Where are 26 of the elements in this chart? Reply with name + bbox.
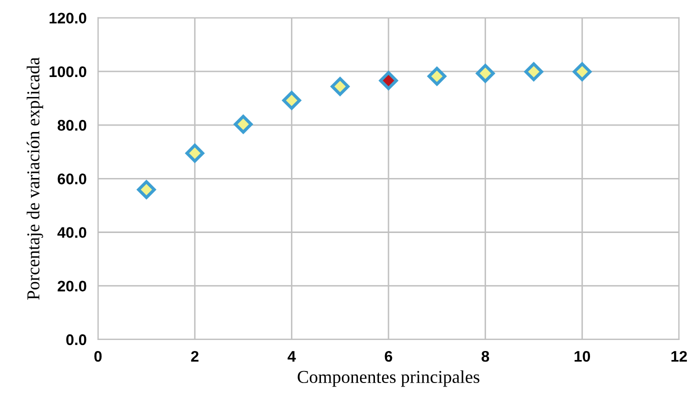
y-tick-label: 20.0 <box>58 280 86 292</box>
point <box>572 62 592 82</box>
point <box>137 180 156 200</box>
x-tick-label: 10 <box>574 350 590 362</box>
x-tick-label: 8 <box>482 350 490 362</box>
y-tick-label: 40.0 <box>57 227 86 238</box>
y-axis-title: Porcentaje de variación explicada <box>26 57 44 300</box>
x-tick-label: 6 <box>384 350 392 362</box>
y-tick-label: 0.0 <box>66 334 86 346</box>
x-tick-label: 2 <box>191 350 198 362</box>
y-tick-label: 100.0 <box>50 66 86 78</box>
point <box>282 91 302 110</box>
y-tick-label: 60.0 <box>58 174 86 184</box>
y-tick-label: 120.0 <box>50 12 86 24</box>
point <box>234 114 253 134</box>
point <box>185 144 204 163</box>
point <box>524 62 544 82</box>
x-tick-label: 0 <box>94 350 102 362</box>
x-tick-label: 4 <box>288 351 296 362</box>
point <box>428 66 446 86</box>
point <box>476 64 495 83</box>
x-tick-label: 12 <box>671 350 687 362</box>
point <box>330 77 350 96</box>
point <box>379 71 398 90</box>
x-axis-title: Componentes principales <box>298 370 480 387</box>
y-tick-label: 80.0 <box>58 120 86 131</box>
